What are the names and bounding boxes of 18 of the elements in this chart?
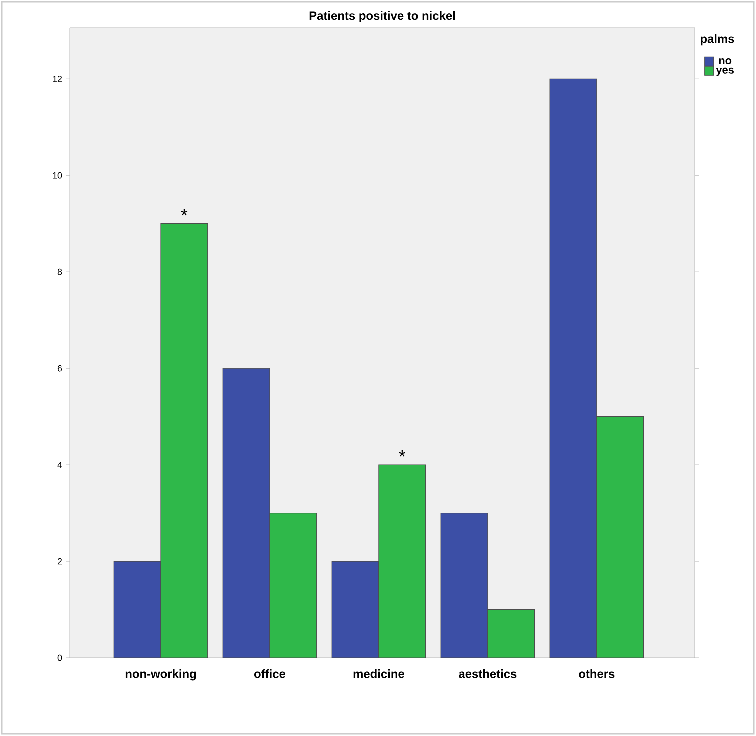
annotation: * [399,450,406,457]
y-tick-label: 0 [58,654,62,662]
annotation: * [181,209,188,216]
y-tick-label: 4 [58,462,62,468]
x-tick-label: aesthetics [459,670,517,678]
legend-label: yes [716,68,734,76]
x-tick-label: others [579,670,615,678]
legend-label: no [719,58,732,65]
legend-title: palms [700,34,734,46]
x-tick-label: medicine [354,670,404,678]
y-tick-label: 12 [53,76,62,82]
x-tick-label: non-working [126,670,196,681]
x-tick-label: office [254,670,286,678]
y-tick-label: 10 [53,172,62,179]
y-tick-label: 2 [58,558,62,565]
chart-title: Patients positive to nickel [310,11,456,22]
y-tick-label: 8 [58,268,62,276]
y-tick-label: 6 [58,365,62,372]
